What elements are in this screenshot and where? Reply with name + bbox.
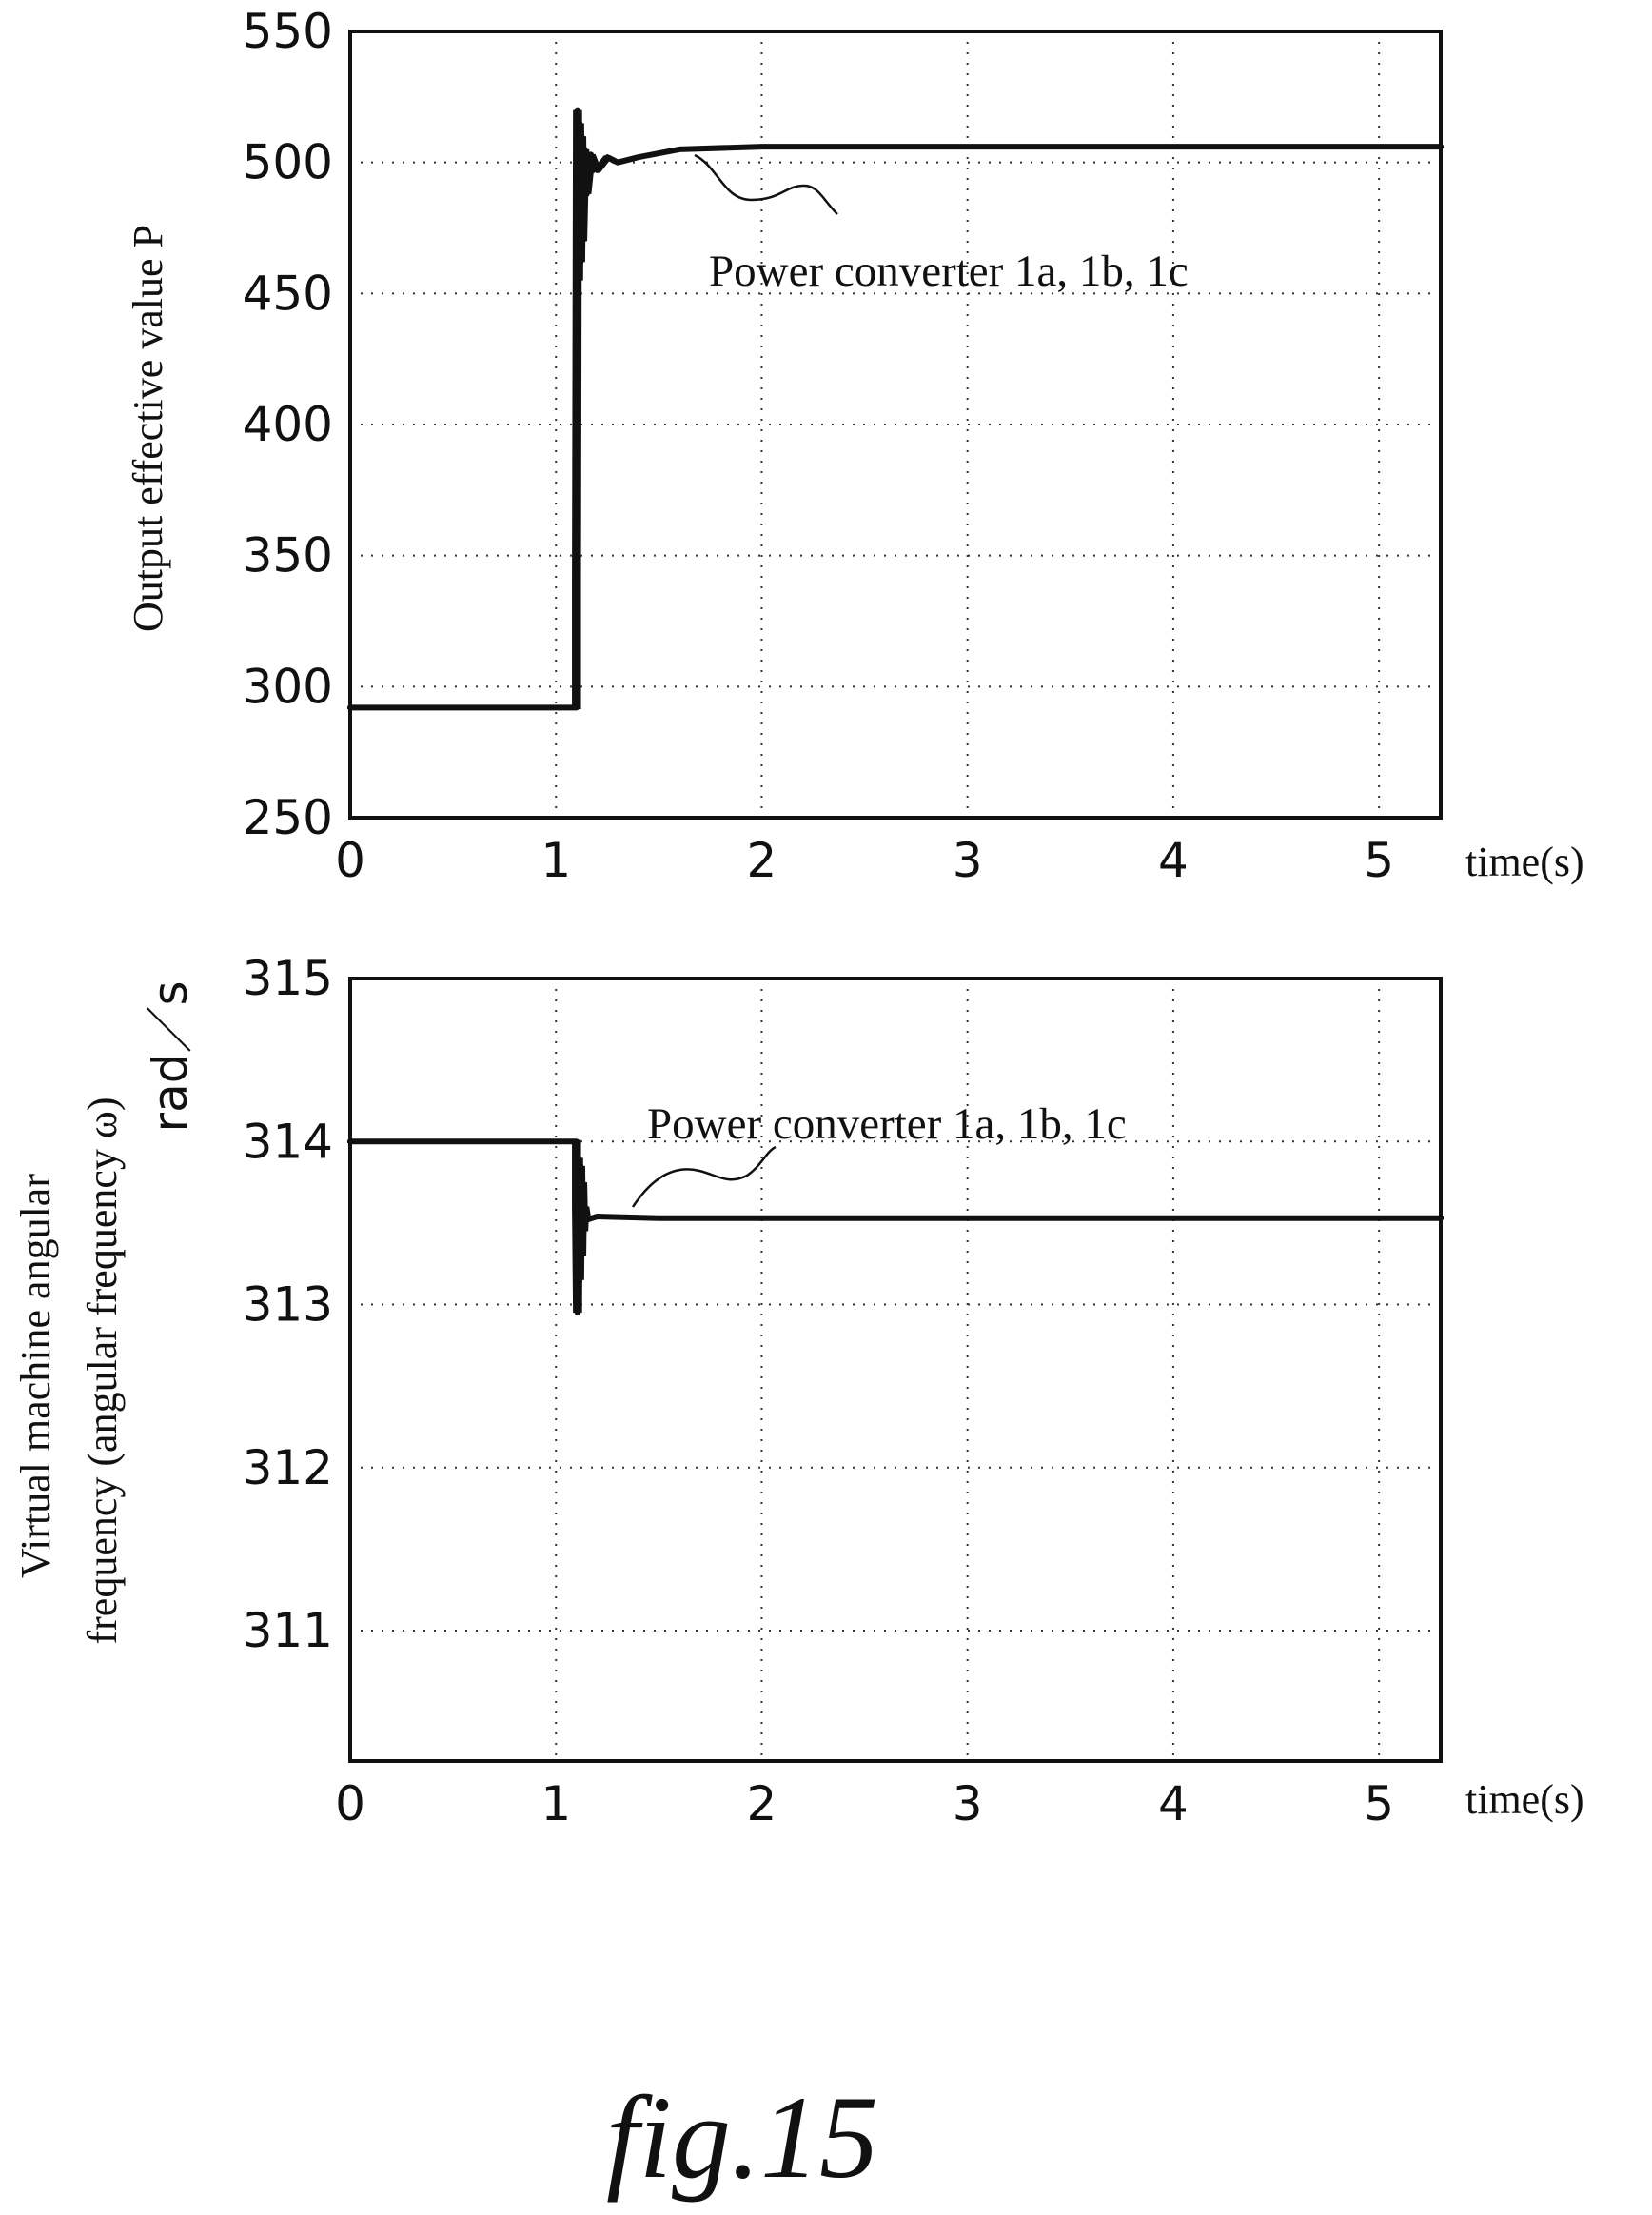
- bottom-y-axis-label: Virtual machine angular frequency (angul…: [12, 1098, 126, 1645]
- top-x-tick-label: 3: [953, 833, 983, 888]
- top-y-tick-label: 300: [243, 659, 333, 714]
- top-y-tick-labels: 250 300 350 400 450 500 550: [243, 4, 333, 845]
- bottom-series-overlap-line: [347, 1139, 1438, 1314]
- top-plot-frame: [348, 30, 1443, 820]
- top-x-tick-labels: 0 1 2 3 4 5: [335, 833, 1394, 888]
- bottom-y-tick-labels: 311 312 313 314 315: [243, 951, 333, 1658]
- bottom-x-tick-label: 4: [1158, 1776, 1189, 1831]
- top-x-tick-label: 1: [541, 833, 571, 888]
- top-x-tick-label: 4: [1158, 833, 1189, 888]
- bottom-x-tick-labels: 0 1 2 3 4 5: [335, 1776, 1394, 1831]
- bottom-annotation-leader: [631, 1145, 777, 1208]
- top-annotation-leader: [694, 153, 838, 215]
- top-y-tick-label: 250: [243, 790, 333, 845]
- top-x-tick-label: 5: [1364, 833, 1394, 888]
- top-x-tick-label: 0: [335, 833, 365, 888]
- bottom-y-tick-label: 314: [243, 1114, 333, 1169]
- bottom-x-tick-label: 3: [953, 1776, 983, 1831]
- top-chart-grid: [350, 31, 1441, 818]
- bottom-y-axis-label-line2: frequency (angular frequency ω): [79, 1098, 126, 1645]
- top-y-axis-label: Output effective value P: [125, 225, 171, 632]
- bottom-plot-frame: [348, 977, 1443, 1763]
- top-y-tick-label: 450: [243, 266, 333, 321]
- bottom-y-axis-unit: rad／s: [143, 981, 198, 1133]
- bottom-x-axis-label: time(s): [1465, 1776, 1584, 1823]
- top-series-annotation: Power converter 1a, 1b, 1c: [709, 247, 1189, 296]
- top-data-series: [347, 107, 1444, 711]
- top-series-overlap-line: [353, 109, 1444, 710]
- bottom-y-tick-label: 312: [243, 1440, 333, 1495]
- top-x-tick-label: 2: [747, 833, 777, 888]
- bottom-x-tick-label: 2: [747, 1776, 777, 1831]
- top-series-overlap-line: [347, 109, 1438, 710]
- top-y-tick-label: 350: [243, 528, 333, 583]
- figure-caption: fig.15: [606, 2072, 878, 2203]
- top-x-axis-label: time(s): [1465, 839, 1584, 885]
- top-y-tick-label: 550: [243, 4, 333, 59]
- bottom-series-annotation: Power converter 1a, 1b, 1c: [647, 1099, 1127, 1149]
- bottom-x-tick-label: 0: [335, 1776, 365, 1831]
- bottom-x-tick-label: 1: [541, 1776, 571, 1831]
- angular-frequency-chart: 311 312 313 314 315 0 1 2 3 4 5 Virtual machine a…: [12, 951, 1584, 1831]
- top-y-tick-label: 500: [243, 135, 333, 190]
- bottom-y-tick-label: 311: [243, 1603, 333, 1658]
- top-series-line: [350, 107, 1441, 711]
- bottom-y-tick-label: 315: [243, 951, 333, 1006]
- bottom-series-overlap-line: [353, 1139, 1444, 1314]
- bottom-chart-grid: [350, 979, 1441, 1761]
- output-power-chart: 250 300 350 400 450 500 550 0 1 2 3 4 5 Output effe…: [125, 4, 1584, 888]
- bottom-x-tick-label: 5: [1364, 1776, 1394, 1831]
- bottom-data-series: [347, 1138, 1444, 1316]
- bottom-y-tick-label: 313: [243, 1277, 333, 1333]
- bottom-series-line: [350, 1138, 1441, 1316]
- top-y-tick-label: 400: [243, 397, 333, 452]
- bottom-y-axis-label-line1: Virtual machine angular: [12, 1174, 59, 1578]
